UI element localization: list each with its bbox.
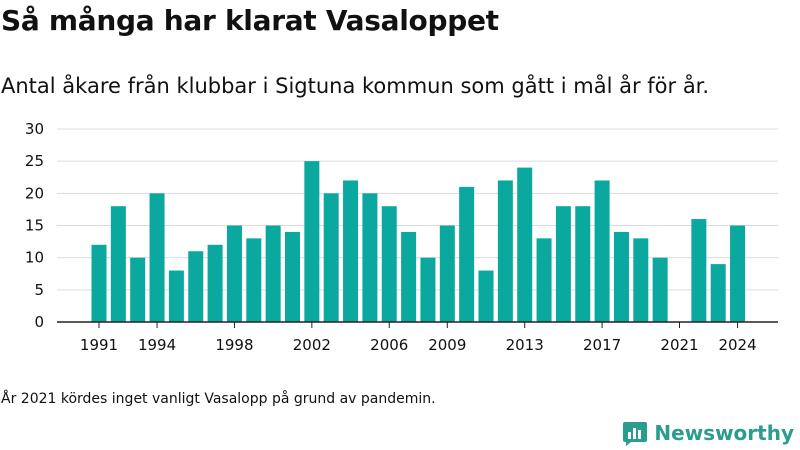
x-tick-label: 2013: [506, 336, 544, 354]
x-tick-label: 1991: [80, 336, 118, 354]
bar-2012: [497, 180, 513, 322]
x-tick-label: 2024: [718, 336, 756, 354]
y-tick-label: 30: [25, 120, 44, 138]
bar-2001: [285, 231, 300, 322]
bar-1995: [168, 270, 184, 322]
x-tick-label: 1994: [138, 336, 176, 354]
y-tick-label: 5: [34, 281, 44, 299]
brand-name: Newsworthy: [654, 421, 794, 445]
bar-1996: [188, 251, 204, 322]
bar-2004: [343, 180, 359, 322]
bar-2019: [633, 238, 649, 322]
bar-2017: [594, 180, 610, 322]
bar-2016: [575, 206, 591, 322]
bar-2002: [304, 161, 320, 322]
y-tick-label: 10: [25, 249, 44, 267]
brand-logo: Newsworthy: [622, 420, 794, 446]
bar-1997: [207, 244, 223, 322]
x-tick-label: 2009: [428, 336, 466, 354]
bar-chart: 0 5 10 15 20 25 30 1991 1994 1998 2002 2006 2009 2013…: [25, 120, 778, 354]
bar-2024: [730, 225, 746, 322]
x-tick-label: 2002: [293, 336, 331, 354]
bar-2010: [459, 186, 475, 322]
y-tick-label: 0: [34, 313, 44, 331]
bar-2020: [652, 257, 668, 322]
footnote: År 2021 kördes inget vanligt Vasalopp på…: [1, 391, 436, 407]
bar-2015: [555, 206, 571, 322]
newsworthy-logo-icon: [623, 422, 648, 446]
x-tick-label: 2017: [583, 336, 621, 354]
bar-2000: [265, 225, 281, 322]
bar-2008: [420, 257, 436, 322]
bar-2023: [710, 264, 726, 322]
bar-2011: [478, 270, 494, 322]
bar-2022: [691, 219, 707, 322]
bar-1992: [110, 206, 126, 322]
bar-1998: [226, 225, 242, 322]
bar-2006: [381, 206, 397, 322]
bar-2007: [401, 231, 417, 322]
y-tick-label: 25: [25, 152, 44, 170]
y-tick-label: 20: [25, 184, 44, 202]
bar-2003: [323, 193, 339, 322]
bar-2014: [536, 238, 552, 322]
bar-2013: [517, 167, 533, 322]
bar-1999: [246, 238, 262, 322]
bar-2009: [439, 225, 455, 322]
bar-2018: [613, 231, 629, 322]
x-tick-label: 1998: [215, 336, 253, 354]
bar-1993: [130, 257, 146, 322]
y-tick-label: 15: [25, 217, 44, 235]
x-tick-label: 2021: [660, 336, 698, 354]
chart-title: Så många har klarat Vasaloppet: [1, 4, 499, 37]
bar-1994: [149, 193, 165, 322]
bar-2005: [362, 193, 378, 322]
chart-subtitle: Antal åkare från klubbar i Sigtuna kommu…: [1, 74, 710, 98]
bar-1991: [91, 244, 107, 322]
x-tick-label: 2006: [370, 336, 408, 354]
